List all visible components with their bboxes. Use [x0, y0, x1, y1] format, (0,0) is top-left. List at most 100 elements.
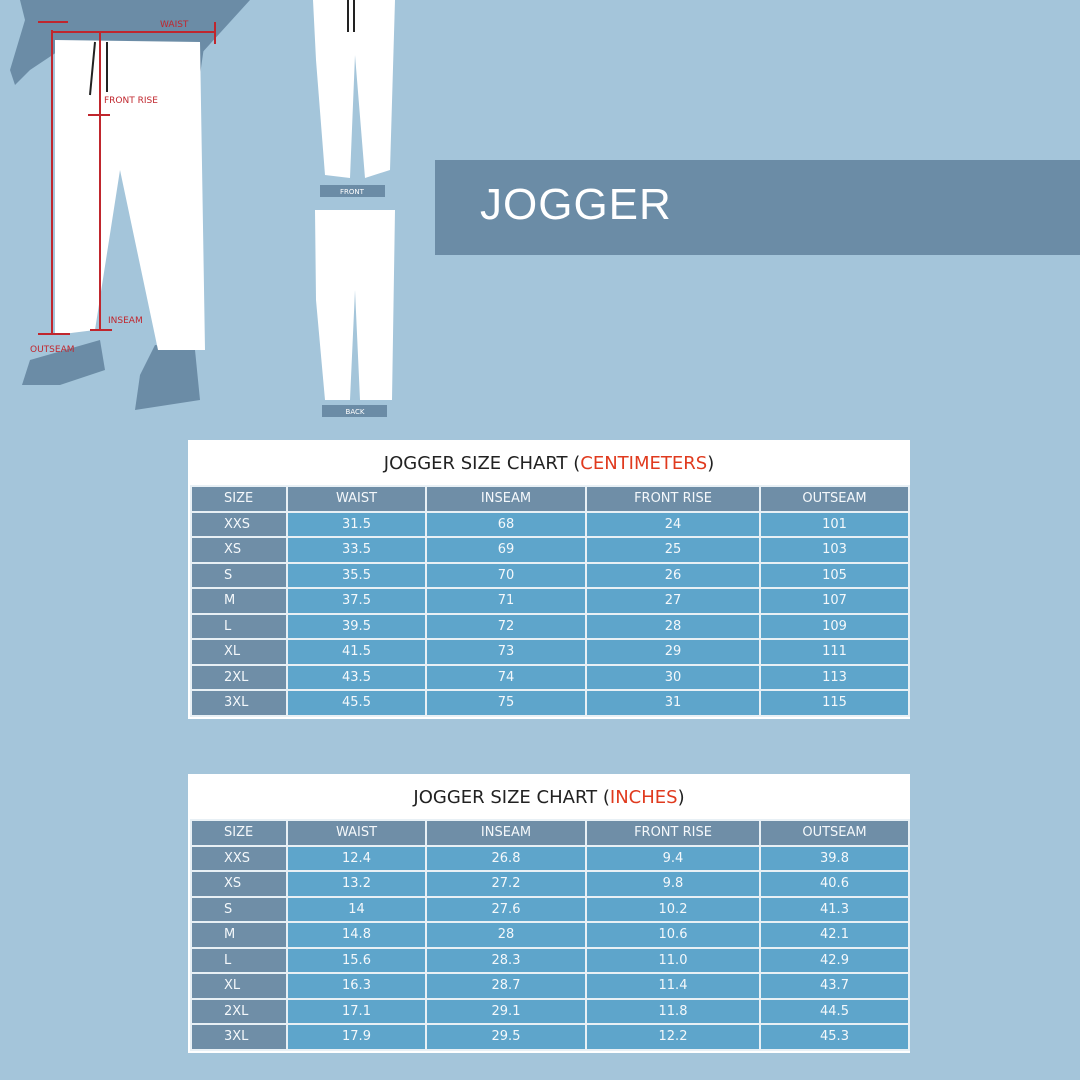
- table-row: 3XL 45.5 75 31 115: [190, 689, 910, 717]
- chart-title-close: ): [677, 787, 685, 808]
- value-cell: 31: [585, 689, 761, 717]
- table-row: XXS 31.5 68 24 101: [190, 510, 910, 538]
- size-cell: XL: [190, 972, 288, 1000]
- table-row: M 14.8 28 10.6 42.1: [190, 921, 910, 949]
- value-cell: 14: [286, 895, 427, 923]
- header-row: SIZE WAIST INSEAM FRONT RISE OUTSEAM: [190, 485, 910, 513]
- value-cell: 27.2: [425, 870, 587, 898]
- table-row: S 14 27.6 10.2 41.3: [190, 895, 910, 923]
- size-cell: S: [190, 561, 288, 589]
- size-table: SIZE WAIST INSEAM FRONT RISE OUTSEAM XXS 12.4 2…: [190, 819, 910, 1051]
- column-header: SIZE: [190, 819, 288, 847]
- value-cell: 39.8: [759, 844, 910, 872]
- measurement-lines: [38, 21, 216, 335]
- size-cell: 3XL: [190, 1023, 288, 1051]
- size-cell: S: [190, 895, 288, 923]
- chart-title-text: JOGGER SIZE CHART (: [383, 453, 581, 474]
- size-cell: 2XL: [190, 663, 288, 691]
- size-cell: 2XL: [190, 997, 288, 1025]
- value-cell: 72: [425, 612, 587, 640]
- value-cell: 111: [759, 638, 910, 666]
- size-cell: XXS: [190, 844, 288, 872]
- value-cell: 11.4: [585, 972, 761, 1000]
- back-view-pants: BACK: [315, 210, 395, 417]
- product-banner: JOGGER: [435, 160, 1080, 255]
- value-cell: 101: [759, 510, 910, 538]
- value-cell: 74: [425, 663, 587, 691]
- value-cell: 45.5: [286, 689, 427, 717]
- value-cell: 11.0: [585, 946, 761, 974]
- size-cell: M: [190, 921, 288, 949]
- value-cell: 69: [425, 536, 587, 564]
- value-cell: 71: [425, 587, 587, 615]
- value-cell: 29.5: [425, 1023, 587, 1051]
- value-cell: 16.3: [286, 972, 427, 1000]
- column-header: WAIST: [286, 819, 427, 847]
- table-row: 2XL 43.5 74 30 113: [190, 663, 910, 691]
- value-cell: 68: [425, 510, 587, 538]
- value-cell: 17.9: [286, 1023, 427, 1051]
- value-cell: 43.7: [759, 972, 910, 1000]
- value-cell: 25: [585, 536, 761, 564]
- value-cell: 70: [425, 561, 587, 589]
- size-cell: XL: [190, 638, 288, 666]
- column-header: FRONT RISE: [585, 819, 761, 847]
- value-cell: 10.2: [585, 895, 761, 923]
- value-cell: 14.8: [286, 921, 427, 949]
- model-figure: [10, 0, 250, 410]
- value-cell: 10.6: [585, 921, 761, 949]
- size-cell: L: [190, 946, 288, 974]
- size-chart-centimeters: JOGGER SIZE CHART (CENTIMETERS) SIZE WAIS…: [188, 440, 910, 719]
- chart-title-text: JOGGER SIZE CHART (: [413, 787, 610, 808]
- value-cell: 13.2: [286, 870, 427, 898]
- value-cell: 9.8: [585, 870, 761, 898]
- chart-unit: CENTIMETERS: [580, 453, 708, 474]
- column-header: SIZE: [190, 485, 288, 513]
- size-chart-inches: JOGGER SIZE CHART (INCHES) SIZE WAIST INSE…: [188, 774, 910, 1053]
- value-cell: 15.6: [286, 946, 427, 974]
- back-tag: BACK: [346, 408, 365, 416]
- value-cell: 113: [759, 663, 910, 691]
- column-header: FRONT RISE: [585, 485, 761, 513]
- table-row: S 35.5 70 26 105: [190, 561, 910, 589]
- value-cell: 12.2: [585, 1023, 761, 1051]
- value-cell: 28: [585, 612, 761, 640]
- value-cell: 105: [759, 561, 910, 589]
- value-cell: 29: [585, 638, 761, 666]
- jogger-measurement-illustration: WAIST FRONT RISE INSEAM OUTSEAM FRONT BA…: [10, 0, 395, 417]
- value-cell: 24: [585, 510, 761, 538]
- value-cell: 33.5: [286, 536, 427, 564]
- value-cell: 31.5: [286, 510, 427, 538]
- table-row: 3XL 17.9 29.5 12.2 45.3: [190, 1023, 910, 1051]
- value-cell: 42.9: [759, 946, 910, 974]
- size-cell: XXS: [190, 510, 288, 538]
- table-row: XXS 12.4 26.8 9.4 39.8: [190, 844, 910, 872]
- value-cell: 35.5: [286, 561, 427, 589]
- outseam-label: OUTSEAM: [30, 345, 75, 355]
- size-table: SIZE WAIST INSEAM FRONT RISE OUTSEAM XXS 31.5 6…: [190, 485, 910, 717]
- value-cell: 41.5: [286, 638, 427, 666]
- chart-title: JOGGER SIZE CHART (CENTIMETERS): [190, 440, 908, 485]
- value-cell: 42.1: [759, 921, 910, 949]
- size-cell: M: [190, 587, 288, 615]
- value-cell: 45.3: [759, 1023, 910, 1051]
- column-header: INSEAM: [425, 819, 587, 847]
- value-cell: 41.3: [759, 895, 910, 923]
- value-cell: 73: [425, 638, 587, 666]
- column-header: WAIST: [286, 485, 427, 513]
- value-cell: 75: [425, 689, 587, 717]
- column-header: INSEAM: [425, 485, 587, 513]
- value-cell: 28.3: [425, 946, 587, 974]
- size-cell: L: [190, 612, 288, 640]
- size-cell: 3XL: [190, 689, 288, 717]
- value-cell: 28.7: [425, 972, 587, 1000]
- table-row: L 15.6 28.3 11.0 42.9: [190, 946, 910, 974]
- value-cell: 40.6: [759, 870, 910, 898]
- column-header: OUTSEAM: [759, 819, 910, 847]
- value-cell: 12.4: [286, 844, 427, 872]
- value-cell: 29.1: [425, 997, 587, 1025]
- value-cell: 17.1: [286, 997, 427, 1025]
- value-cell: 9.4: [585, 844, 761, 872]
- chart-title: JOGGER SIZE CHART (INCHES): [190, 774, 908, 819]
- size-cell: XS: [190, 870, 288, 898]
